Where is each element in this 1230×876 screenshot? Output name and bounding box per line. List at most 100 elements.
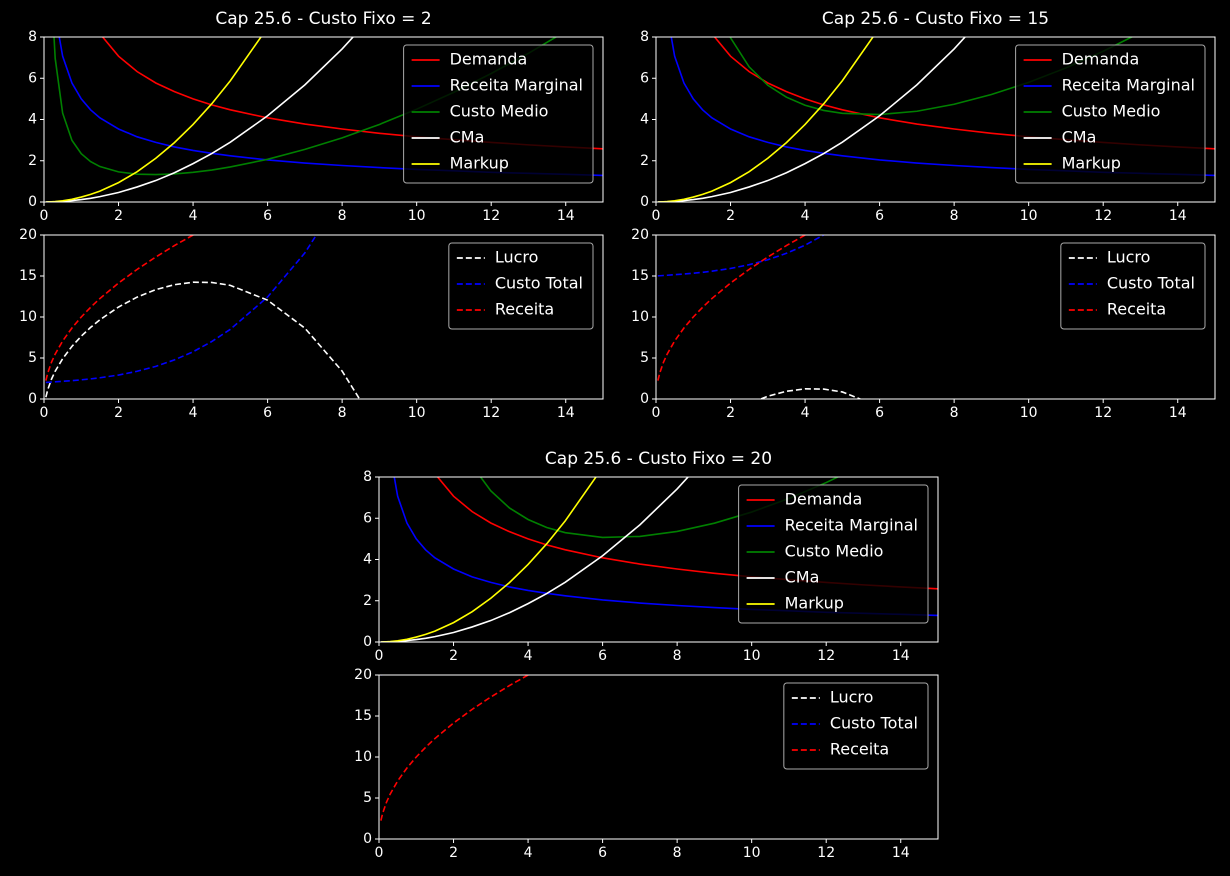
x-tick-label: 0 (375, 845, 384, 861)
x-tick-label: 14 (892, 845, 910, 861)
x-tick-label: 10 (408, 208, 426, 224)
legend-label: Markup (450, 154, 509, 173)
y-tick-label: 15 (631, 268, 649, 284)
x-tick-label: 2 (114, 405, 123, 421)
plot-area (657, 235, 863, 399)
chart-title: Cap 25.6 - Custo Fixo = 2 (215, 9, 431, 29)
x-tick-label: 12 (482, 405, 500, 421)
legend-label: Markup (785, 594, 844, 613)
x-tick-label: 8 (950, 405, 959, 421)
x-tick-label: 10 (1020, 208, 1038, 224)
legend-label: Custo Medio (450, 102, 549, 121)
y-tick-label: 4 (640, 112, 649, 128)
axes: Cap 25.6 - Custo Fixo = 15 0 2 4 6 8 10 12 14 0 2 4… (640, 9, 1216, 224)
plot-area (45, 235, 361, 399)
x-tick-label: 0 (375, 648, 384, 664)
y-tick-label: 20 (631, 227, 649, 243)
y-tick-label: 0 (363, 831, 372, 847)
legend-box (1015, 44, 1206, 184)
series-line (657, 235, 826, 277)
chart-title: Cap 25.6 - Custo Fixo = 20 (545, 449, 772, 469)
y-tick-label: 5 (28, 350, 37, 366)
x-tick-label: 12 (1094, 208, 1112, 224)
y-tick-label: 15 (19, 268, 37, 284)
legend-label: Receita (830, 740, 889, 759)
legend: Lucro Custo Total Receita (448, 242, 594, 330)
legend-box (1060, 242, 1206, 330)
legend-label: Receita (495, 300, 554, 319)
x-tick-label: 2 (114, 208, 123, 224)
x-tick-label: 6 (598, 845, 607, 861)
legend-label: Custo Total (495, 274, 583, 293)
y-tick-label: 2 (28, 153, 37, 169)
x-tick-label: 12 (482, 208, 500, 224)
series-line (45, 235, 318, 384)
y-tick-label: 4 (28, 112, 37, 128)
series-line (45, 37, 262, 202)
chart-title: Cap 25.6 - Custo Fixo = 15 (822, 9, 1049, 29)
x-tick-label: 0 (40, 405, 49, 421)
y-tick-label: 6 (28, 70, 37, 86)
legend-box (783, 682, 929, 770)
legend-box (738, 484, 929, 624)
y-tick-label: 10 (354, 749, 372, 765)
x-tick-label: 10 (743, 648, 761, 664)
legend-box (448, 242, 594, 330)
x-tick-label: 0 (652, 208, 661, 224)
x-tick-label: 2 (726, 405, 735, 421)
legend-label: Receita (1107, 300, 1166, 319)
axes: 0 2 4 6 8 10 12 14 0 5 10 15 20 Lucro Custo Total Recei… (631, 227, 1216, 421)
x-tick-label: 10 (408, 405, 426, 421)
x-tick-label: 14 (557, 208, 575, 224)
x-tick-label: 14 (557, 405, 575, 421)
y-tick-label: 0 (28, 194, 37, 210)
y-tick-label: 5 (640, 350, 649, 366)
legend-label: Receita Marginal (450, 76, 583, 95)
legend-label: CMa (1062, 128, 1097, 147)
y-tick-label: 8 (640, 29, 649, 45)
x-tick-label: 14 (892, 648, 910, 664)
legend-label: CMa (785, 568, 820, 587)
legend-label: Receita Marginal (785, 516, 918, 535)
axes: Cap 25.6 - Custo Fixo = 20 0 2 4 6 8 10 12 14 0 2 4… (363, 449, 939, 664)
x-tick-label: 8 (338, 405, 347, 421)
x-tick-label: 6 (875, 405, 884, 421)
axes: 0 2 4 6 8 10 12 14 0 5 10 15 20 Lucro Custo Total Recei… (19, 227, 604, 421)
y-tick-label: 10 (19, 309, 37, 325)
legend-label: Lucro (1107, 248, 1151, 267)
y-tick-label: 0 (640, 194, 649, 210)
x-tick-label: 8 (673, 648, 682, 664)
y-tick-label: 0 (363, 634, 372, 650)
series-line (381, 870, 938, 876)
x-tick-label: 2 (449, 648, 458, 664)
y-tick-label: 8 (28, 29, 37, 45)
y-tick-label: 20 (19, 227, 37, 243)
x-tick-label: 4 (524, 845, 533, 861)
series-line (657, 235, 807, 381)
y-tick-label: 0 (28, 391, 37, 407)
x-tick-label: 6 (875, 208, 884, 224)
axes: Cap 25.6 - Custo Fixo = 2 0 2 4 6 8 10 12 14 0 2 4 6… (28, 9, 604, 224)
x-tick-label: 4 (524, 648, 533, 664)
x-tick-label: 4 (189, 208, 198, 224)
legend: Lucro Custo Total Receita (1060, 242, 1206, 330)
series-line (45, 235, 195, 381)
x-tick-label: 8 (338, 208, 347, 224)
axes: 0 2 4 6 8 10 12 14 0 5 10 15 20 Lucro Custo Total Recei… (354, 667, 939, 876)
legend-label: Custo Medio (1062, 102, 1161, 121)
y-tick-label: 0 (640, 391, 649, 407)
y-tick-label: 5 (363, 790, 372, 806)
legend-label: Receita Marginal (1062, 76, 1195, 95)
x-tick-label: 14 (1169, 208, 1187, 224)
x-tick-label: 6 (263, 208, 272, 224)
legend-label: Custo Total (1107, 274, 1195, 293)
x-tick-label: 0 (652, 405, 661, 421)
legend: Demanda Receita Marginal Custo Medio CMa Mar… (738, 484, 929, 624)
legend-label: CMa (450, 128, 485, 147)
legend-box (403, 44, 594, 184)
x-tick-label: 10 (1020, 405, 1038, 421)
x-tick-label: 0 (40, 208, 49, 224)
legend-label: Custo Total (830, 714, 918, 733)
legend-label: Demanda (450, 50, 528, 69)
legend-label: Demanda (785, 490, 863, 509)
